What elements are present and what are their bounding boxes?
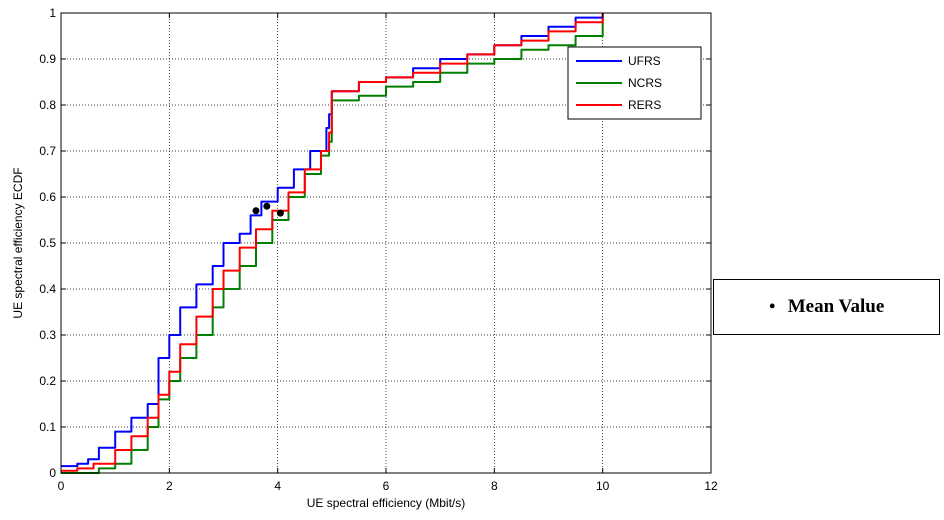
- x-axis-title: UE spectral efficiency (Mbit/s): [307, 496, 466, 510]
- axis-ticks: 0 2 4 6 8 10 12 0 0.1 0.2 0.3 0.4 0.5 0.6 0.7 0.8 0.9 1: [39, 6, 718, 493]
- y-tick-label: 0.2: [39, 374, 56, 388]
- x-tick-label: 4: [274, 479, 281, 493]
- mean-point-ufrs: [252, 207, 260, 215]
- bullet-icon: •: [768, 295, 776, 318]
- legend-label-ncrs: NCRS: [628, 76, 662, 90]
- x-tick-label: 8: [491, 479, 498, 493]
- x-tick-label: 12: [704, 479, 718, 493]
- mean-point-rers: [263, 202, 271, 210]
- y-tick-label: 1: [49, 6, 56, 20]
- mean-value-label: Mean Value: [787, 296, 885, 317]
- y-tick-label: 0: [49, 466, 56, 480]
- y-tick-label: 0.1: [39, 420, 56, 434]
- y-tick-label: 0.5: [39, 236, 56, 250]
- y-tick-label: 0.7: [39, 144, 56, 158]
- x-tick-label: 2: [166, 479, 173, 493]
- mean-points: [252, 202, 284, 217]
- series-line-rers: [61, 13, 604, 472]
- y-tick-label: 0.6: [39, 190, 56, 204]
- x-tick-label: 6: [383, 479, 390, 493]
- legend-label-rers: RERS: [628, 98, 661, 112]
- series-lines: [61, 13, 604, 474]
- legend-label-ufrs: UFRS: [628, 54, 661, 68]
- y-tick-label: 0.8: [39, 98, 56, 112]
- x-tick-label: 0: [58, 479, 65, 493]
- mean-value-note: • Mean Value: [713, 279, 940, 335]
- y-axis-title: UE spectral efficiency ECDF: [11, 167, 25, 318]
- mean-point-ncrs: [276, 209, 284, 217]
- y-tick-label: 0.4: [39, 282, 56, 296]
- x-tick-label: 10: [596, 479, 610, 493]
- legend: UFRS NCRS RERS: [567, 46, 702, 120]
- y-tick-label: 0.3: [39, 328, 56, 342]
- y-tick-label: 0.9: [39, 52, 56, 66]
